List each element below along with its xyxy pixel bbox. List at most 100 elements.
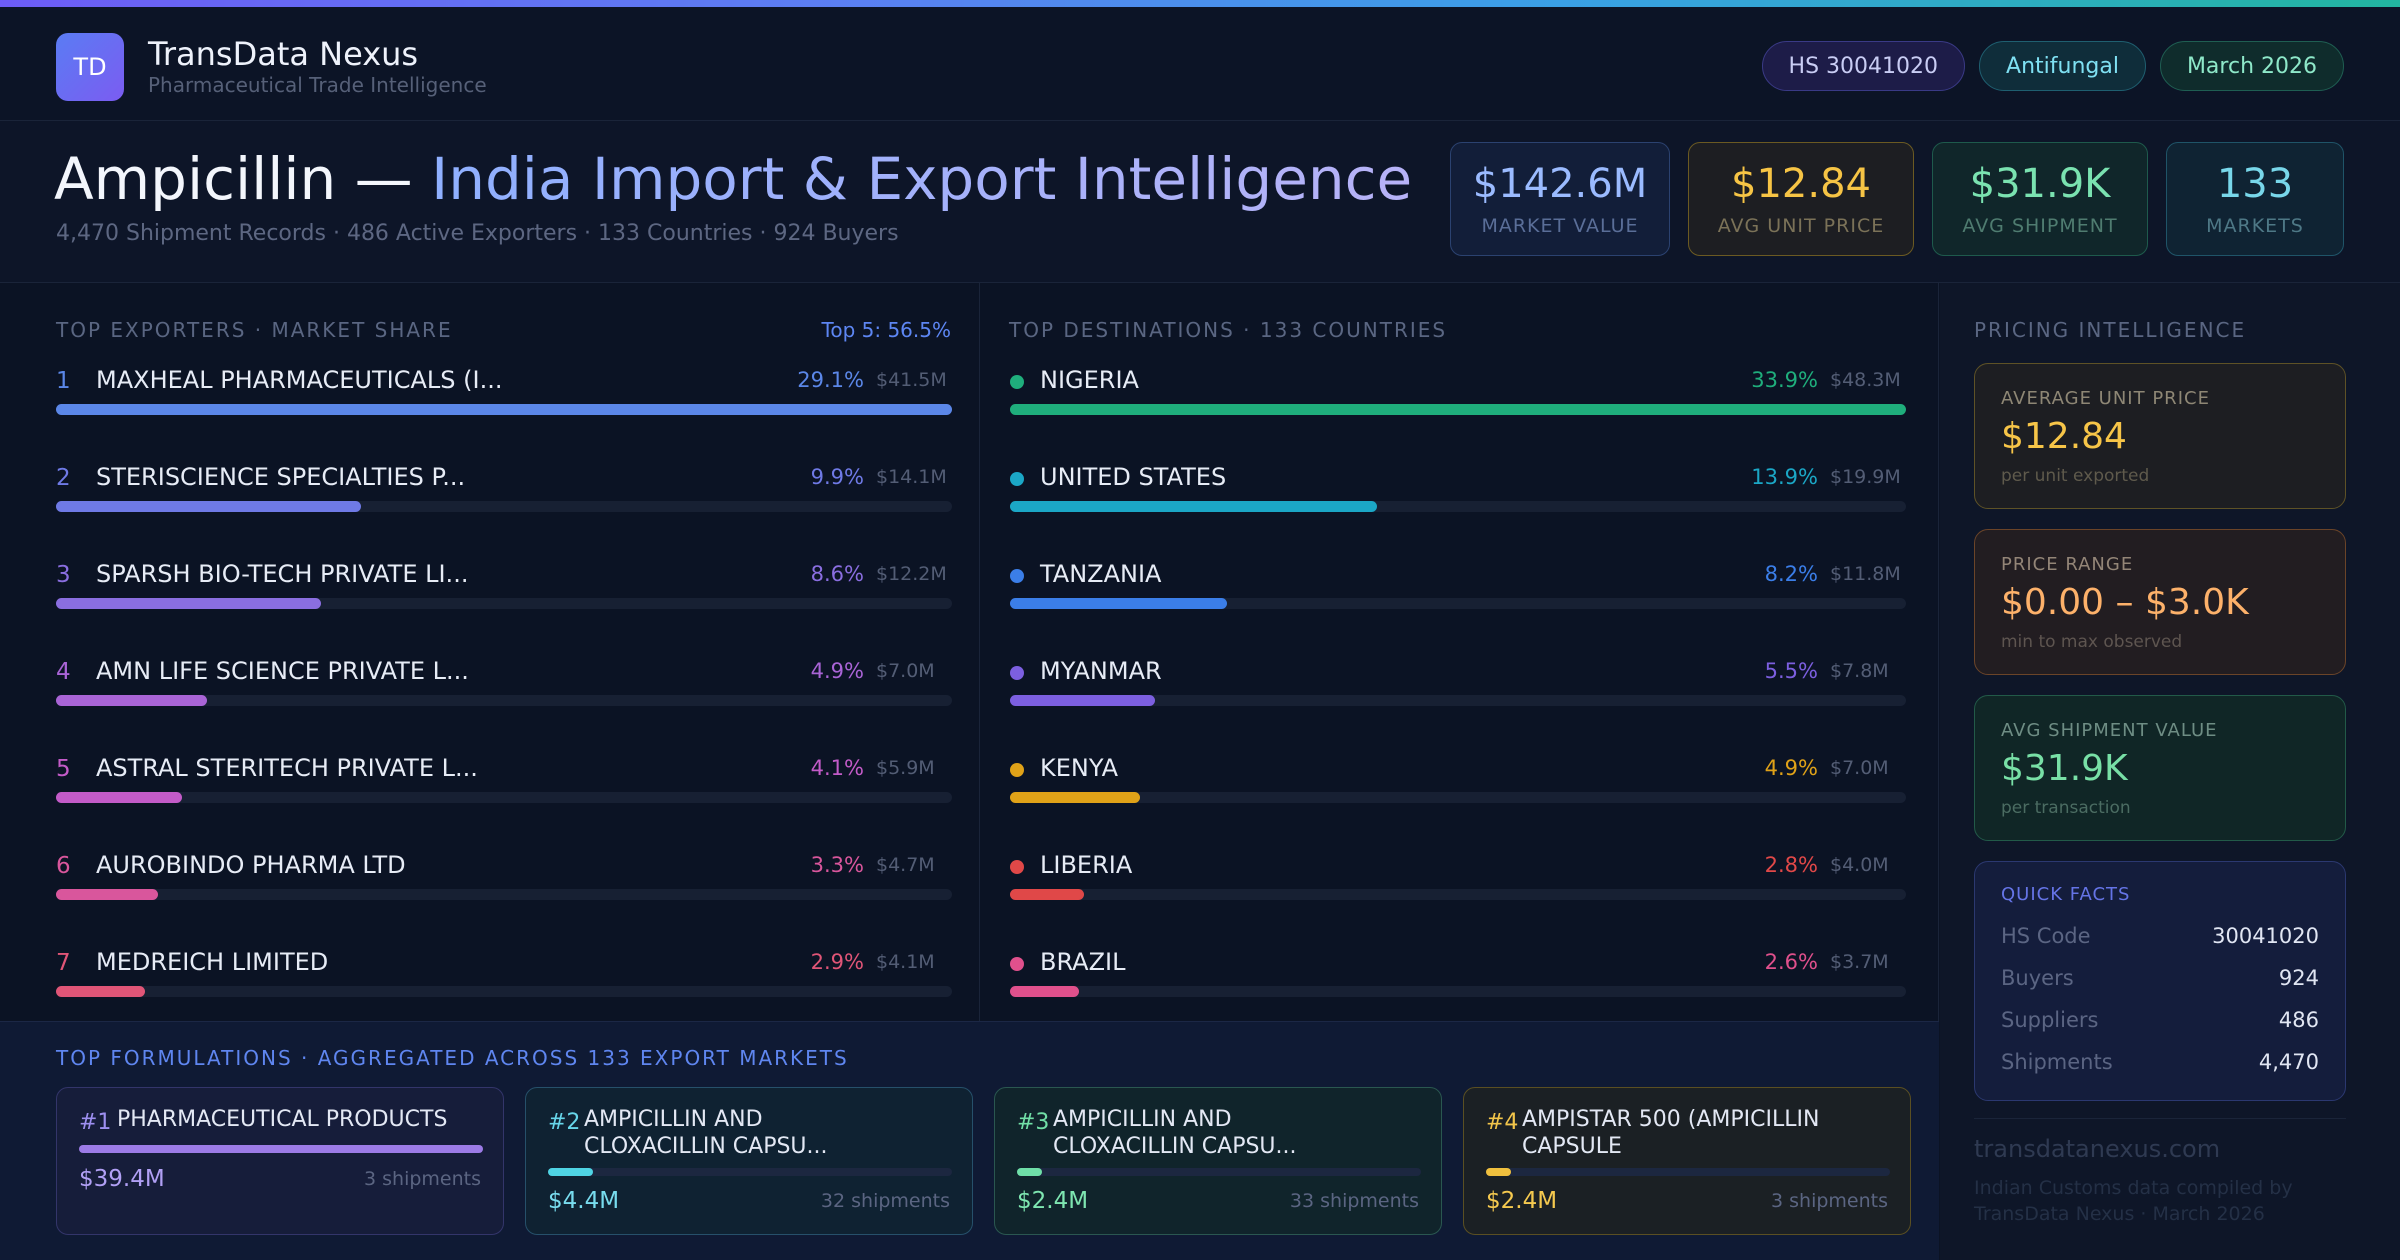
price-range-card: PRICE RANGE $0.00 – $3.0K min to max obs… [1974, 529, 2346, 675]
destination-row[interactable]: MYANMAR 5.5% $7.8M [1010, 655, 1906, 725]
formulation-shipments: 33 shipments [1289, 1190, 1419, 1212]
exporter-rank: 4 [56, 659, 71, 685]
kpi-market-value: $142.6M MARKET VALUE [1450, 142, 1670, 256]
fact-key: Shipments [2001, 1050, 2113, 1074]
title-band: Ampicillin — India Import & Export Intel… [0, 121, 2400, 283]
destination-dot-icon [1010, 763, 1024, 777]
destination-amount: $7.0M [1830, 757, 1889, 779]
destination-share-pct: 8.2% [1764, 562, 1818, 586]
destination-row[interactable]: TANZANIA 8.2% $11.8M [1010, 558, 1906, 628]
exporter-bar-fill [56, 889, 158, 900]
formulation-card[interactable]: #2 AMPICILLIN AND CLOXACILLIN CAPSU... $4.… [525, 1087, 973, 1235]
fact-value: 4,470 [2258, 1050, 2319, 1074]
exporter-row[interactable]: 7 MEDREICH LIMITED 2.9% $4.1M [56, 946, 952, 1016]
card-caption: per unit exported [2001, 466, 2150, 486]
quick-facts-card: QUICK FACTS HS Code 30041020 Buyers 924 … [1974, 861, 2346, 1101]
exporter-row[interactable]: 5 ASTRAL STERITECH PRIVATE L... 4.1% $5.9M [56, 752, 952, 822]
exporter-row[interactable]: 3 SPARSH BIO-TECH PRIVATE LI... 8.6% $12.2M [56, 558, 952, 628]
exporter-row[interactable]: 1 MAXHEAL PHARMACEUTICALS (I... 29.1% $41.5… [56, 364, 952, 434]
destination-bar-track [1010, 792, 1906, 803]
divider [1974, 1118, 2346, 1119]
destination-bar-fill [1010, 695, 1156, 706]
card-label: PRICE RANGE [2001, 554, 2134, 575]
exporter-amount: $5.9M [876, 757, 935, 779]
destination-row[interactable]: BRAZIL 2.6% $3.7M [1010, 946, 1906, 1016]
formulation-card[interactable]: #1 PHARMACEUTICAL PRODUCTS $39.4M 3 shipmen… [56, 1087, 504, 1235]
kpi-avg-unit-price: $12.84 AVG UNIT PRICE [1688, 142, 1914, 256]
destination-bar-fill [1010, 501, 1378, 512]
site-url[interactable]: transdatanexus.com [1974, 1135, 2221, 1163]
kpi-value: 133 [2216, 161, 2294, 207]
exporter-rank: 7 [56, 950, 71, 976]
exporter-name: SPARSH BIO-TECH PRIVATE LI... [96, 560, 469, 588]
destination-amount: $7.8M [1830, 660, 1889, 682]
formulation-bar-fill [1017, 1168, 1042, 1176]
kpi-value: $31.9K [1969, 161, 2111, 207]
brand-logo[interactable]: TD [56, 33, 124, 101]
destination-row[interactable]: LIBERIA 2.8% $4.0M [1010, 849, 1906, 919]
exporter-row[interactable]: 2 STERISCIENCE SPECIALTIES P... 9.9% $14.1M [56, 461, 952, 531]
formulation-rank: #4 [1486, 1110, 1519, 1135]
exporter-rank: 2 [56, 465, 71, 491]
card-value: $0.00 – $3.0K [2001, 582, 2249, 623]
formulation-name: AMPISTAR 500 (AMPICILLIN CAPSULE [1522, 1107, 1820, 1159]
fact-value: 924 [2278, 966, 2319, 990]
destination-row[interactable]: KENYA 4.9% $7.0M [1010, 752, 1906, 822]
destination-amount: $48.3M [1830, 369, 1901, 391]
page-title-rest: India Import & Export Intelligence [431, 145, 1413, 213]
destination-amount: $3.7M [1830, 951, 1889, 973]
destination-name: MYANMAR [1040, 657, 1162, 685]
exporter-name: MEDREICH LIMITED [96, 948, 329, 976]
exporter-bar-track [56, 598, 952, 609]
exporter-bar-fill [56, 695, 207, 706]
kpi-value: $12.84 [1731, 161, 1871, 207]
destination-bar-track [1010, 598, 1906, 609]
exporter-name: ASTRAL STERITECH PRIVATE L... [96, 754, 478, 782]
exporter-share-pct: 9.9% [810, 465, 864, 489]
destination-bar-track [1010, 404, 1906, 415]
exporter-rank: 1 [56, 368, 71, 394]
exporter-share-pct: 3.3% [810, 853, 864, 877]
hs-code-pill[interactable]: HS 30041020 [1761, 41, 1966, 91]
formulation-value: $2.4M [1017, 1188, 1089, 1214]
exporter-rank: 5 [56, 756, 71, 782]
destination-row[interactable]: NIGERIA 33.9% $48.3M [1010, 364, 1906, 434]
formulation-value: $2.4M [1486, 1188, 1558, 1214]
exporters-top5-note: Top 5: 56.5% [821, 318, 951, 342]
card-label: QUICK FACTS [2001, 884, 2131, 905]
exporter-bar-track [56, 404, 952, 415]
formulation-bar-track [548, 1168, 952, 1176]
formulation-card[interactable]: #4 AMPISTAR 500 (AMPICILLIN CAPSULE $2.4M 3… [1463, 1087, 1911, 1235]
kpi-label: AVG SHIPMENT [1962, 215, 2118, 237]
card-label: AVG SHIPMENT VALUE [2001, 720, 2218, 741]
formulation-card[interactable]: #3 AMPICILLIN AND CLOXACILLIN CAPSU... $2.… [994, 1087, 1442, 1235]
destinations-heading: TOP DESTINATIONS · 133 COUNTRIES [1009, 318, 1448, 342]
exporter-share-pct: 4.1% [810, 756, 864, 780]
destination-bar-track [1010, 501, 1906, 512]
exporter-amount: $4.7M [876, 854, 935, 876]
formulation-value: $39.4M [79, 1166, 165, 1192]
exporter-bar-fill [56, 404, 952, 415]
destination-amount: $4.0M [1830, 854, 1889, 876]
destination-row[interactable]: UNITED STATES 13.9% $19.9M [1010, 461, 1906, 531]
exporter-bar-fill [56, 501, 361, 512]
formulation-rank: #1 [79, 1110, 112, 1135]
formulations-section: TOP FORMULATIONS · AGGREGATED ACROSS 133… [0, 1021, 1939, 1260]
exporter-row[interactable]: 6 AUROBINDO PHARMA LTD 3.3% $4.7M [56, 849, 952, 919]
destination-share-pct: 2.6% [1764, 950, 1818, 974]
destination-name: UNITED STATES [1040, 463, 1227, 491]
exporter-name: STERISCIENCE SPECIALTIES P... [96, 463, 466, 491]
period-pill[interactable]: March 2026 [2159, 41, 2344, 91]
destination-bar-fill [1010, 404, 1906, 415]
formulation-bar-track [1486, 1168, 1890, 1176]
kpi-label: MARKET VALUE [1481, 215, 1639, 237]
category-pill[interactable]: Antifungal [1979, 41, 2146, 91]
exporter-row[interactable]: 4 AMN LIFE SCIENCE PRIVATE L... 4.9% $7.0M [56, 655, 952, 725]
pricing-panel: PRICING INTELLIGENCE AVERAGE UNIT PRICE … [1940, 283, 2400, 1260]
fact-value: 30041020 [2212, 924, 2319, 948]
exporter-amount: $41.5M [876, 369, 947, 391]
destination-share-pct: 13.9% [1751, 465, 1818, 489]
exporter-share-pct: 4.9% [810, 659, 864, 683]
fact-key: Suppliers [2001, 1008, 2099, 1032]
destination-dot-icon [1010, 375, 1024, 389]
